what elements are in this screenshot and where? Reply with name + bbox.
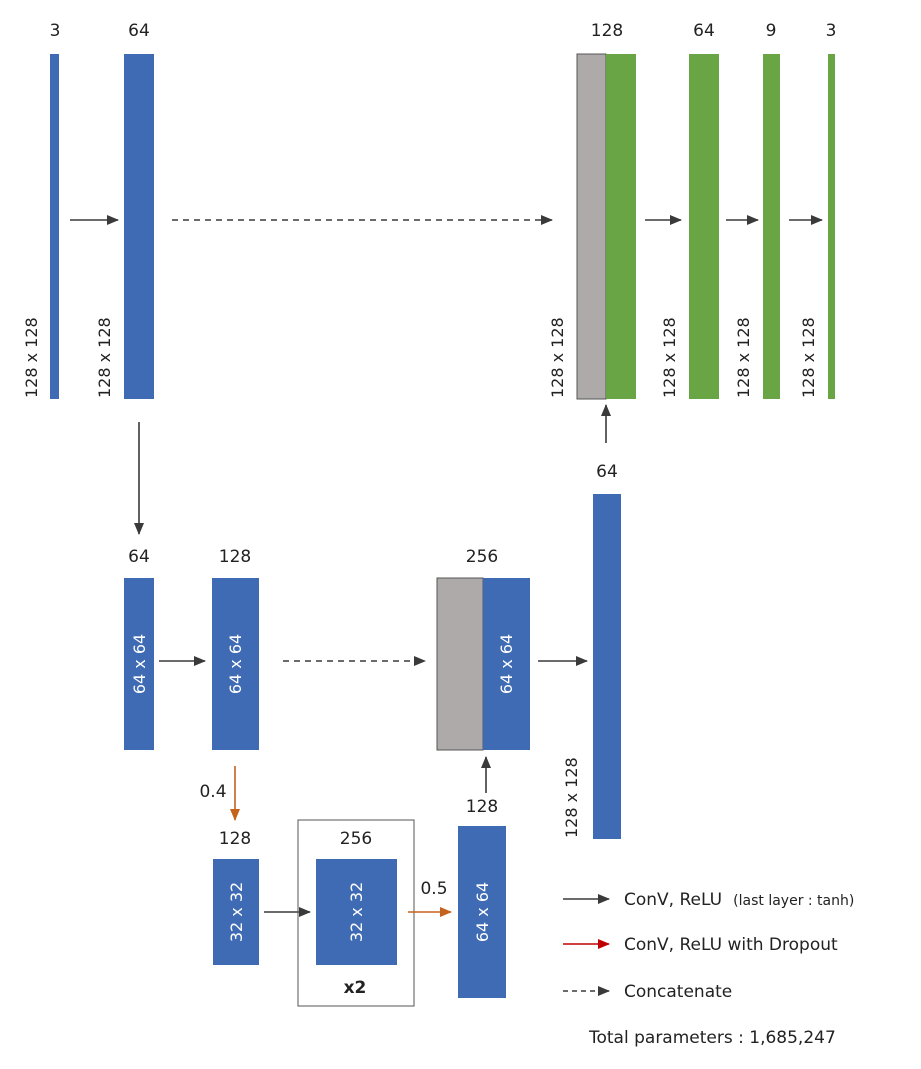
input-block <box>50 54 59 399</box>
up2-block <box>593 494 621 839</box>
legend-concat-label: Concatenate <box>624 982 732 1002</box>
conv2-block <box>212 578 259 750</box>
conv4-block <box>763 54 780 399</box>
down1-channels-label: 64 <box>128 547 150 567</box>
input-size-label: 128 x 128 <box>22 317 41 398</box>
bottleneck-repeat-label: x2 <box>344 978 367 998</box>
input-channels-label: 3 <box>50 21 61 41</box>
conv3-block <box>689 54 719 399</box>
concat2-skip-part <box>576 53 607 400</box>
total-parameters-label: Total parameters : 1,685,247 <box>588 1028 836 1048</box>
output-block <box>828 54 835 399</box>
bottleneck-channels-label: 256 <box>340 829 372 849</box>
concat2-channels-label: 128 <box>591 21 623 41</box>
up2-size-label: 128 x 128 <box>562 757 581 838</box>
down2-block <box>213 859 259 965</box>
up2-channels-label: 64 <box>596 462 618 482</box>
bottleneck-block <box>316 859 397 965</box>
output-channels-label: 3 <box>826 21 837 41</box>
down1-block <box>124 578 154 750</box>
bottleneck-group-frame <box>297 819 415 1007</box>
down1-size-label: 64 x 64 <box>130 634 149 694</box>
legend: ConV, ReLU (last layer : tanh) ConV, ReL… <box>563 890 854 1048</box>
conv1-size-label: 128 x 128 <box>95 317 114 398</box>
down2-size-label: 32 x 32 <box>227 882 246 942</box>
legend-conv-note: (last layer : tanh) <box>733 893 854 909</box>
bottleneck-size-label: 32 x 32 <box>347 882 366 942</box>
legend-conv-main: ConV, ReLU <box>624 890 722 910</box>
dropout1-rate-label: 0.4 <box>199 782 226 802</box>
conv2-channels-label: 128 <box>219 547 251 567</box>
conv1-channels-label: 64 <box>128 21 150 41</box>
concat2-size-label: 128 x 128 <box>548 317 567 398</box>
up1-channels-label: 128 <box>466 797 498 817</box>
concat2-up-part <box>606 54 636 399</box>
concat1-skip-part <box>436 577 484 751</box>
conv4-channels-label: 9 <box>766 21 777 41</box>
down2-channels-label: 128 <box>219 829 251 849</box>
output-size-label: 128 x 128 <box>799 317 818 398</box>
concat1-size-label: 64 x 64 <box>497 634 516 694</box>
legend-conv-label: ConV, ReLU (last layer : tanh) <box>624 890 854 910</box>
dropout2-rate-label: 0.5 <box>420 879 447 899</box>
up1-block <box>458 826 506 998</box>
up1-size-label: 64 x 64 <box>473 882 492 942</box>
concat1-channels-label: 256 <box>466 547 498 567</box>
concat1-up-part <box>483 578 530 750</box>
conv2-size-label: 64 x 64 <box>226 634 245 694</box>
conv3-channels-label: 64 <box>693 21 715 41</box>
conv3-size-label: 128 x 128 <box>660 317 679 398</box>
conv1-block <box>124 54 154 399</box>
legend-dropout-label: ConV, ReLU with Dropout <box>624 935 838 955</box>
conv4-size-label: 128 x 128 <box>734 317 753 398</box>
